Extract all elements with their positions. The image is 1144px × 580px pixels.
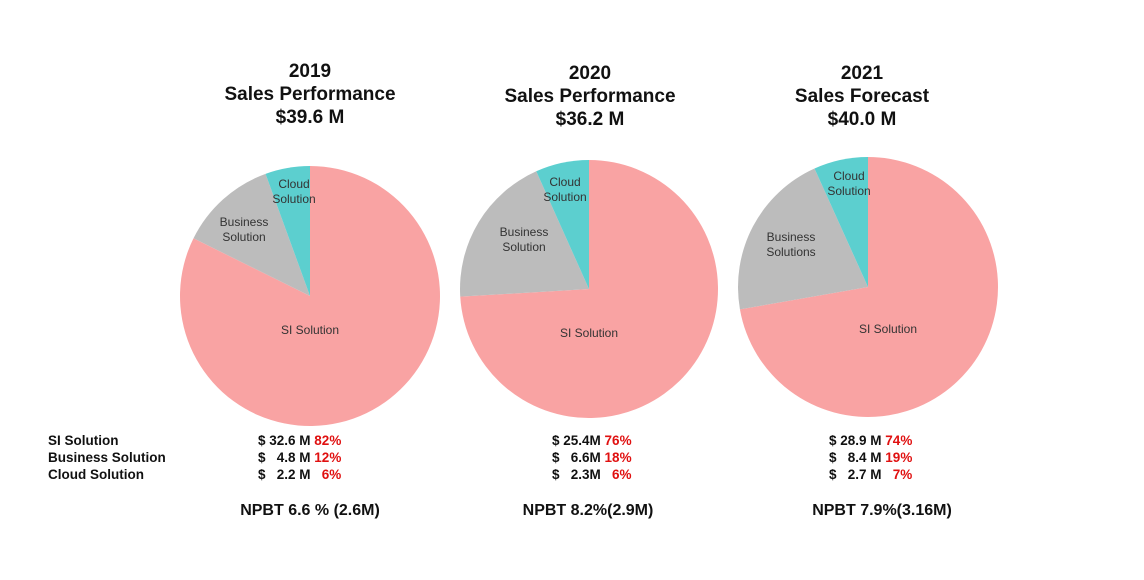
- value-row: $ 28.9 M 74%: [829, 432, 979, 449]
- chart-year: 2020: [568, 63, 612, 84]
- chart-title-2019: 2019 Sales Performance $39.6 M: [180, 60, 440, 129]
- value-row: $ 32.6 M 82%: [258, 432, 408, 449]
- chart-title-2021: 2021 Sales Forecast $40.0 M: [732, 62, 992, 131]
- npbt-2020: NPBT 8.2%(2.9M): [522, 502, 654, 519]
- value-text: $ 2.2 M: [258, 467, 311, 482]
- chart-total: $40.0 M: [827, 109, 897, 130]
- value-row: $ 2.2 M 6%: [258, 466, 408, 483]
- row-labels: SI Solution Business Solution Cloud Solu…: [48, 432, 166, 483]
- value-text: $ 6.6M: [552, 450, 601, 465]
- value-text: $ 2.7 M: [829, 467, 882, 482]
- pct-text: 74%: [885, 433, 913, 448]
- pie-slice-cloud: [265, 166, 310, 296]
- pie-slice-business: [193, 173, 310, 296]
- row-label-si: SI Solution: [48, 433, 119, 448]
- pie-slice-si: [460, 160, 718, 419]
- values-2019: $ 32.6 M 82% $ 4.8 M 12% $ 2.2 M 6%: [258, 432, 408, 483]
- pct-text: 6%: [314, 467, 342, 482]
- slice-label-business: Business Solution: [500, 225, 549, 254]
- slice-label-business: Business Solution: [220, 215, 269, 244]
- chart-year: 2021: [840, 63, 884, 84]
- row-label-cloud: Cloud Solution: [48, 467, 144, 482]
- chart-total: $36.2 M: [555, 109, 625, 130]
- slice-label-si: SI Solution: [560, 326, 618, 340]
- value-row: $ 6.6M 18%: [552, 449, 702, 466]
- pie-slice-cloud: [536, 160, 589, 289]
- npbt-2021: NPBT 7.9%(3.16M): [812, 502, 952, 519]
- values-2021: $ 28.9 M 74% $ 8.4 M 19% $ 2.7 M 7%: [829, 432, 979, 483]
- slice-label-si: SI Solution: [859, 322, 917, 336]
- pie-slice-business: [460, 171, 589, 297]
- pct-text: 18%: [604, 450, 632, 465]
- chart-title-2020: 2020 Sales Performance $36.2 M: [460, 62, 720, 131]
- value-row: $ 2.3M 6%: [552, 466, 702, 483]
- value-row: $ 25.4M 76%: [552, 432, 702, 449]
- slice-label-si: SI Solution: [281, 323, 339, 337]
- value-text: $ 4.8 M: [258, 450, 311, 465]
- value-text: $ 28.9 M: [829, 433, 882, 448]
- chart-total: $39.6 M: [275, 107, 345, 128]
- values-2020: $ 25.4M 76% $ 6.6M 18% $ 2.3M 6%: [552, 432, 702, 483]
- chart-subtitle: Sales Performance: [224, 84, 396, 105]
- pie-slice-business: [738, 168, 868, 310]
- pie-slice-cloud: [814, 157, 868, 287]
- pct-text: 19%: [885, 450, 913, 465]
- chart-year: 2019: [288, 61, 332, 82]
- pct-text: 76%: [604, 433, 632, 448]
- chart-subtitle: Sales Performance: [504, 86, 676, 107]
- value-text: $ 2.3M: [552, 467, 601, 482]
- pct-text: 12%: [314, 450, 342, 465]
- pie-slice-si: [739, 157, 999, 417]
- value-text: $ 25.4M: [552, 433, 601, 448]
- value-row: $ 4.8 M 12%: [258, 449, 408, 466]
- slice-label-business: Business Solutions: [766, 230, 815, 259]
- slice-label-cloud: Cloud Solution: [827, 169, 870, 198]
- npbt-2019: NPBT 6.6 % (2.6M): [240, 502, 380, 519]
- value-text: $ 32.6 M: [258, 433, 311, 448]
- chart-subtitle: Sales Forecast: [794, 86, 930, 107]
- slice-label-cloud: Cloud Solution: [272, 177, 315, 206]
- value-text: $ 8.4 M: [829, 450, 882, 465]
- pct-text: 7%: [885, 467, 913, 482]
- slice-label-cloud: Cloud Solution: [543, 175, 586, 204]
- row-label-business: Business Solution: [48, 450, 166, 465]
- pct-text: 6%: [604, 467, 632, 482]
- value-row: $ 8.4 M 19%: [829, 449, 979, 466]
- pct-text: 82%: [314, 433, 342, 448]
- value-row: $ 2.7 M 7%: [829, 466, 979, 483]
